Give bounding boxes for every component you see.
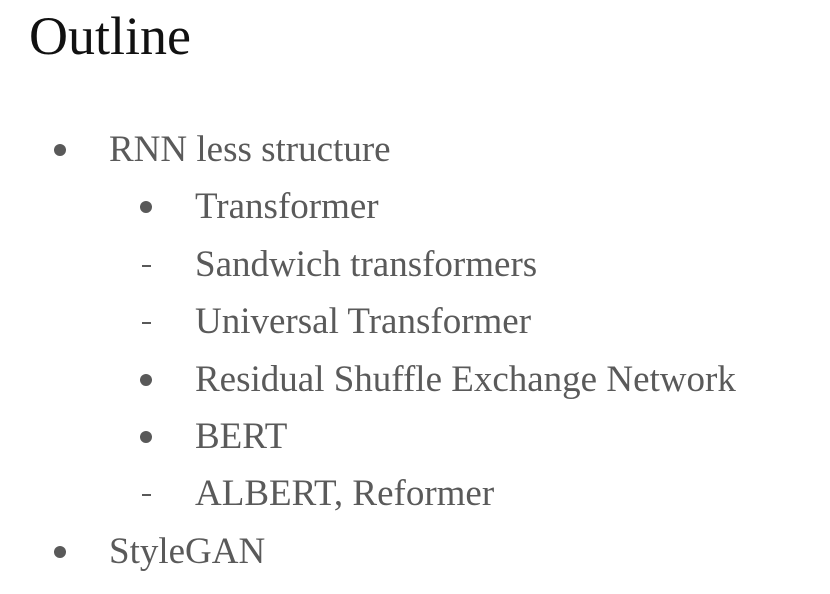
- bullet-dash-icon: [134, 471, 158, 517]
- bullet-dash-icon: [134, 242, 158, 288]
- bullet-dot-icon: [48, 127, 72, 173]
- slide-title: Outline: [29, 6, 191, 66]
- list-item-text: Universal Transformer: [195, 301, 532, 342]
- list-item-text: RNN less structure: [109, 129, 391, 170]
- list-item-text: Sandwich transformers: [195, 244, 538, 285]
- list-item-text: ALBERT, Reformer: [195, 473, 495, 514]
- bullet-dot-icon: [134, 414, 158, 460]
- list-item-text: StyleGAN: [109, 531, 266, 572]
- bullet-dot-icon: [134, 357, 158, 403]
- bullet-dot-icon: [48, 529, 72, 575]
- bullet-dot-icon: [134, 184, 158, 230]
- list-item-text: BERT: [195, 416, 288, 457]
- list-item-text: Residual Shuffle Exchange Network: [195, 359, 736, 400]
- bullet-dash-icon: [134, 299, 158, 345]
- list-item-text: Transformer: [195, 186, 379, 227]
